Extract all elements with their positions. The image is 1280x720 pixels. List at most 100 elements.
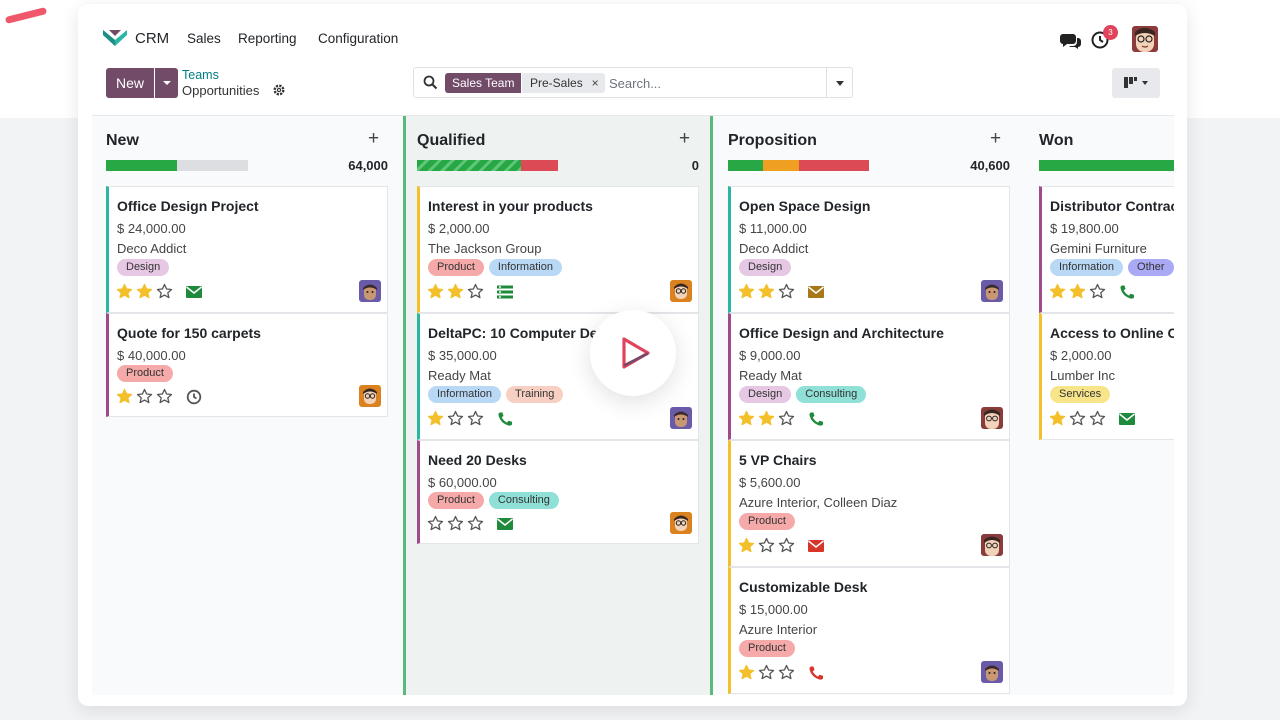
chat-icon[interactable] — [1060, 30, 1082, 50]
phone-icon[interactable] — [807, 411, 825, 427]
phone-icon[interactable] — [496, 411, 514, 427]
star-empty-icon[interactable] — [447, 410, 464, 427]
card-title[interactable]: Quote for 150 carpets — [117, 325, 261, 341]
column-progress-bar[interactable] — [417, 160, 558, 171]
column-add-icon[interactable]: + — [990, 128, 1002, 149]
star-empty-icon[interactable] — [1089, 283, 1106, 300]
star-empty-icon[interactable] — [156, 388, 173, 405]
star-filled-icon[interactable] — [738, 410, 755, 427]
search-options-toggle[interactable] — [826, 68, 853, 97]
kanban-card[interactable]: Need 20 Desks $ 60,000.00 Product Consultin… — [417, 440, 699, 544]
phone-icon[interactable] — [1118, 284, 1136, 300]
email-icon[interactable] — [1118, 411, 1136, 427]
kanban-card[interactable]: Open Space Design $ 11,000.00 Deco Addict D… — [728, 186, 1010, 313]
star-empty-icon[interactable] — [467, 515, 484, 532]
clock-icon[interactable] — [185, 389, 203, 405]
gear-icon[interactable] — [273, 84, 285, 96]
star-empty-icon[interactable] — [758, 537, 775, 554]
card-title[interactable]: Open Space Design — [739, 198, 871, 214]
star-filled-icon[interactable] — [427, 410, 444, 427]
assignee-avatar[interactable] — [670, 512, 692, 534]
email-icon[interactable] — [185, 284, 203, 300]
card-title[interactable]: Office Design and Architecture — [739, 325, 944, 341]
star-filled-icon[interactable] — [738, 664, 755, 681]
star-filled-icon[interactable] — [1049, 410, 1066, 427]
kanban-card[interactable]: 5 VP Chairs $ 5,600.00 Azure Interior, Col… — [728, 440, 1010, 567]
card-title[interactable]: 5 VP Chairs — [739, 452, 817, 468]
kanban-card[interactable]: Customizable Desk $ 15,000.00 Azure Interi… — [728, 567, 1010, 694]
star-empty-icon[interactable] — [758, 664, 775, 681]
star-filled-icon[interactable] — [136, 283, 153, 300]
kanban-card[interactable]: Distributor Contract $ 19,800.00 Gemini Fu… — [1039, 186, 1174, 313]
star-filled-icon[interactable] — [758, 410, 775, 427]
kanban-card[interactable]: Office Design and Architecture $ 9,000.00… — [728, 313, 1010, 440]
assignee-avatar[interactable] — [359, 385, 381, 407]
star-filled-icon[interactable] — [738, 283, 755, 300]
star-empty-icon[interactable] — [136, 388, 153, 405]
card-title[interactable]: Distributor Contract — [1050, 198, 1174, 214]
star-empty-icon[interactable] — [447, 515, 464, 532]
star-empty-icon[interactable] — [467, 283, 484, 300]
star-filled-icon[interactable] — [738, 537, 755, 554]
list-icon[interactable] — [496, 284, 514, 300]
search-icon[interactable] — [423, 75, 438, 90]
star-empty-icon[interactable] — [156, 283, 173, 300]
column-add-icon[interactable]: + — [679, 128, 691, 149]
menu-reporting[interactable]: Reporting — [238, 31, 297, 46]
new-button[interactable]: New — [106, 68, 154, 98]
star-empty-icon[interactable] — [778, 664, 795, 681]
star-filled-icon[interactable] — [447, 283, 464, 300]
card-title[interactable]: DeltaPC: 10 Computer Desks — [428, 325, 621, 341]
assignee-avatar[interactable] — [981, 534, 1003, 556]
video-play-button[interactable] — [590, 310, 676, 396]
card-title[interactable]: Customizable Desk — [739, 579, 868, 595]
facet-remove-icon[interactable]: × — [591, 76, 599, 90]
star-empty-icon[interactable] — [778, 537, 795, 554]
new-dropdown-toggle[interactable] — [155, 68, 178, 98]
star-empty-icon[interactable] — [467, 410, 484, 427]
star-empty-icon[interactable] — [778, 283, 795, 300]
menu-configuration[interactable]: Configuration — [318, 31, 399, 46]
star-filled-icon[interactable] — [758, 283, 775, 300]
crm-logo-icon[interactable] — [102, 28, 128, 48]
star-empty-icon[interactable] — [427, 515, 444, 532]
star-filled-icon[interactable] — [1049, 283, 1066, 300]
assignee-avatar[interactable] — [359, 280, 381, 302]
view-switcher[interactable] — [1112, 68, 1160, 98]
card-title[interactable]: Interest in your products — [428, 198, 593, 214]
column-progress-bar[interactable] — [1039, 160, 1174, 171]
card-title[interactable]: Need 20 Desks — [428, 452, 527, 468]
email-icon[interactable] — [496, 516, 514, 532]
kanban-card[interactable]: Quote for 150 carpets $ 40,000.00 Product — [106, 313, 388, 417]
column-add-icon[interactable]: + — [368, 128, 380, 149]
assignee-avatar[interactable] — [981, 280, 1003, 302]
app-name[interactable]: CRM — [135, 30, 170, 47]
star-empty-icon[interactable] — [1089, 410, 1106, 427]
search-input[interactable] — [609, 73, 824, 93]
card-title[interactable]: Access to Online Catalog — [1050, 325, 1174, 341]
menu-sales[interactable]: Sales — [187, 31, 221, 46]
assignee-avatar[interactable] — [981, 661, 1003, 683]
assignee-avatar[interactable] — [670, 280, 692, 302]
user-avatar[interactable] — [1132, 26, 1158, 52]
assignee-avatar[interactable] — [981, 407, 1003, 429]
kanban-card[interactable]: Office Design Project $ 24,000.00 Deco Add… — [106, 186, 388, 313]
email-icon[interactable] — [807, 284, 825, 300]
star-filled-icon[interactable] — [116, 388, 133, 405]
activity-clock-icon[interactable] — [1090, 28, 1114, 50]
breadcrumb-teams[interactable]: Teams — [182, 68, 219, 82]
star-empty-icon[interactable] — [778, 410, 795, 427]
assignee-avatar[interactable] — [670, 407, 692, 429]
card-title[interactable]: Office Design Project — [117, 198, 259, 214]
column-progress-bar[interactable] — [106, 160, 248, 171]
star-filled-icon[interactable] — [427, 283, 444, 300]
star-filled-icon[interactable] — [116, 283, 133, 300]
star-filled-icon[interactable] — [1069, 283, 1086, 300]
email-icon[interactable] — [807, 538, 825, 554]
kanban-card[interactable]: Access to Online Catalog $ 2,000.00 Lumber… — [1039, 313, 1174, 440]
star-empty-icon[interactable] — [1069, 410, 1086, 427]
phone-icon[interactable] — [807, 665, 825, 681]
top-navbar: CRM Sales Reporting Configuration 3 — [78, 4, 1187, 64]
column-progress-bar[interactable] — [728, 160, 869, 171]
kanban-card[interactable]: Interest in your products $ 2,000.00 The J… — [417, 186, 699, 313]
